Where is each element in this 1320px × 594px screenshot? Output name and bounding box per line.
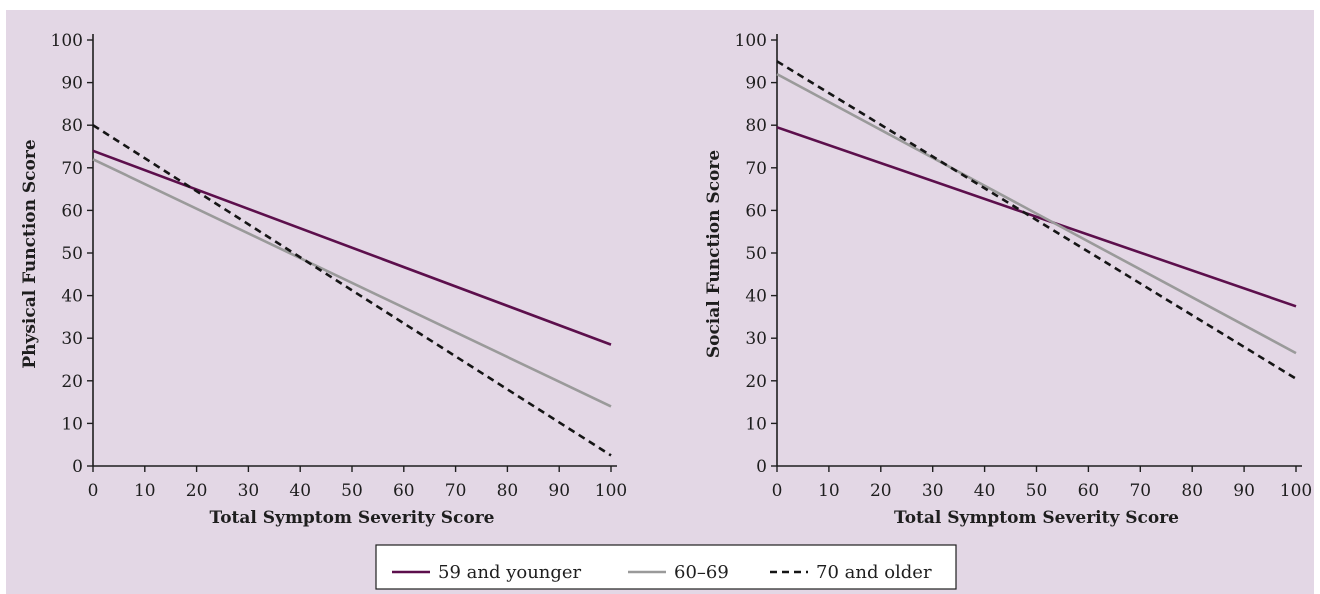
chart-1: 0 10 20 30 40 50 60 70 80 90 100 0 10 20 30 40 50 60 70 80 9… xyxy=(20,31,627,528)
y-tick-label: 60 xyxy=(745,201,767,221)
x-tick-label: 100 xyxy=(1280,481,1312,501)
x-tick-label: 80 xyxy=(1181,481,1203,501)
y-tick-label: 40 xyxy=(745,287,767,307)
x-tick-label: 0 xyxy=(772,481,783,501)
chart-2: 0 10 20 30 40 50 60 70 80 90 100 0 10 20 30 40 50 60 70 80 9… xyxy=(704,31,1312,528)
y-tick-label: 70 xyxy=(61,159,83,179)
legend-label: 70 and older xyxy=(816,562,932,583)
legend: 59 and younger 60–69 70 and older xyxy=(375,544,957,590)
y-tick-label: 0 xyxy=(72,457,83,477)
y-tick-label: 40 xyxy=(61,287,83,307)
series-line-70-and-older xyxy=(92,124,612,457)
x-tick-label: 10 xyxy=(134,481,156,501)
series-line-59-and-younger xyxy=(776,126,1297,308)
x-tick-label: 90 xyxy=(1233,481,1255,501)
y-tick-label: 80 xyxy=(745,116,767,136)
y-tick-label: 100 xyxy=(735,31,767,51)
x-tick-label: 30 xyxy=(238,481,260,501)
x-tick-label: 30 xyxy=(922,481,944,501)
x-tick-label: 40 xyxy=(974,481,996,501)
series-line-60-69 xyxy=(92,158,612,408)
y-tick-label: 50 xyxy=(61,244,83,264)
series-line-59-and-younger xyxy=(92,149,612,346)
y-tick-label: 20 xyxy=(745,372,767,392)
x-tick-label: 100 xyxy=(595,481,627,501)
series-line-70-and-older xyxy=(776,60,1297,380)
x-tick-label: 60 xyxy=(393,481,415,501)
series-line-60-69 xyxy=(776,72,1297,355)
x-tick-label: 90 xyxy=(548,481,570,501)
legend-label: 60–69 xyxy=(674,562,729,583)
y-tick-label: 10 xyxy=(745,414,767,434)
y-tick-label: 0 xyxy=(756,457,767,477)
x-tick-label: 70 xyxy=(445,481,467,501)
x-tick-label: 70 xyxy=(1129,481,1151,501)
x-tick-label: 0 xyxy=(88,481,99,501)
y-tick-label: 50 xyxy=(745,244,767,264)
x-tick-label: 20 xyxy=(870,481,892,501)
x-tick-label: 50 xyxy=(1026,481,1048,501)
y-axis-title: Social Function Score xyxy=(704,150,724,359)
x-axis-title: Total Symptom Severity Score xyxy=(210,508,495,528)
x-tick-label: 20 xyxy=(186,481,208,501)
x-tick-label: 50 xyxy=(341,481,363,501)
y-axis-title: Physical Function Score xyxy=(20,139,40,368)
x-tick-label: 60 xyxy=(1078,481,1100,501)
x-tick-label: 40 xyxy=(289,481,311,501)
y-tick-label: 30 xyxy=(61,329,83,349)
y-tick-label: 80 xyxy=(61,116,83,136)
y-tick-label: 90 xyxy=(745,74,767,94)
y-tick-label: 90 xyxy=(61,74,83,94)
y-tick-label: 30 xyxy=(745,329,767,349)
y-tick-label: 70 xyxy=(745,159,767,179)
x-tick-label: 80 xyxy=(497,481,519,501)
y-tick-label: 60 xyxy=(61,201,83,221)
x-axis-title: Total Symptom Severity Score xyxy=(894,508,1179,528)
legend-box xyxy=(375,544,957,590)
figure-panel xyxy=(6,10,1314,594)
legend-label: 59 and younger xyxy=(438,562,582,583)
y-tick-label: 20 xyxy=(61,372,83,392)
x-tick-label: 10 xyxy=(818,481,840,501)
y-tick-label: 100 xyxy=(51,31,83,51)
y-tick-label: 10 xyxy=(61,414,83,434)
